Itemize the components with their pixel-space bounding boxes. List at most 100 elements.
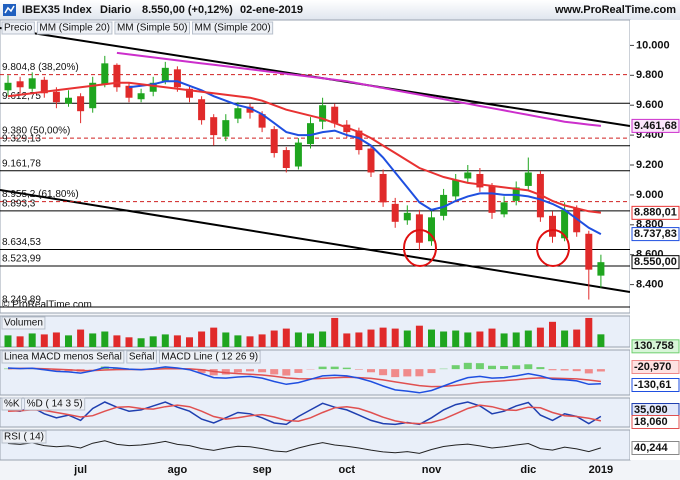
legend-box — [1, 21, 35, 35]
macd-histogram — [488, 365, 496, 370]
value-label: -20,970 — [634, 361, 671, 373]
macd-histogram — [572, 369, 581, 372]
legend-box — [24, 397, 86, 411]
value-label: 130.758 — [634, 340, 674, 352]
value-box — [631, 378, 680, 392]
volume-bar — [65, 335, 72, 347]
candle-body — [319, 105, 327, 122]
macd-histogram — [294, 369, 303, 373]
volume-bar — [319, 331, 327, 347]
y-tick-label: 10.000 — [636, 39, 670, 51]
candle-body — [391, 203, 399, 222]
legend-label: Volumen — [4, 318, 43, 329]
legend-box — [192, 21, 274, 35]
volume-bar — [101, 331, 109, 347]
price-plot: 9.804,8 (38,20%)9.612,759.380 (50,00%)9.… — [0, 27, 630, 311]
value-label: 8.880,01 — [634, 207, 677, 219]
level-label: 8.249,89 — [2, 295, 41, 306]
candle-body — [28, 78, 36, 89]
candle-body — [415, 214, 423, 243]
highlight-circle — [536, 229, 570, 267]
volume-bar — [379, 327, 387, 347]
candle-body — [258, 114, 266, 128]
x-tick-label: dic — [520, 464, 536, 476]
macd-histogram — [524, 364, 533, 370]
value-label: -130,61 — [634, 379, 671, 391]
macd-histogram — [270, 369, 279, 375]
legend-label: Linea MACD menos Señal — [4, 352, 122, 363]
volume-bar — [222, 332, 230, 347]
candle-body — [573, 208, 581, 233]
labels: 8.4008.6008.8009.0009.2009.4009.6009.800… — [1, 21, 680, 476]
volume-bar — [597, 334, 605, 347]
macd-histogram — [354, 369, 363, 370]
volume-bar — [198, 331, 206, 347]
volume-bar — [585, 317, 593, 347]
macd-histogram — [318, 366, 327, 370]
candle-body — [500, 202, 508, 215]
macd-histogram — [197, 369, 206, 373]
candle-body — [585, 233, 593, 270]
x-tick-label: jul — [73, 464, 87, 476]
y-tick-label: 9.800 — [636, 69, 664, 81]
candle-body — [561, 209, 569, 239]
candle-body — [77, 96, 85, 112]
candle-body — [440, 194, 448, 216]
volume-bar — [452, 330, 460, 347]
macd-histogram — [330, 366, 339, 370]
value-label: 9.461,68 — [634, 120, 677, 132]
candle-body — [331, 106, 339, 124]
header-date: 02-ene-2019 — [240, 4, 303, 16]
moving-average — [116, 51, 602, 127]
volume-bar — [331, 317, 339, 347]
value-box — [631, 360, 680, 374]
volume-bar — [125, 337, 133, 347]
level-label: 9.161,78 — [2, 158, 41, 169]
candle-body — [307, 123, 314, 145]
value-box — [631, 339, 680, 354]
candle-body — [428, 217, 435, 242]
macd-histogram — [258, 369, 267, 373]
candle-body — [65, 97, 72, 104]
volume-bar — [343, 333, 351, 347]
macd-histogram — [246, 369, 254, 372]
candle-body — [597, 262, 605, 276]
legend-box — [1, 430, 47, 444]
candle-body — [367, 148, 375, 173]
candle-body — [476, 173, 484, 188]
volume-bar — [89, 333, 97, 347]
candle-body — [282, 150, 290, 168]
volume-bar — [428, 329, 435, 347]
value-box — [631, 118, 680, 133]
x-tick-label: oct — [339, 464, 356, 476]
macd-histogram — [221, 369, 230, 375]
level-label: 8.523,99 — [2, 254, 41, 265]
header-icon-line — [4, 5, 15, 14]
y-tick-label: 9.000 — [636, 189, 664, 201]
y-tick-label: 8.400 — [636, 279, 664, 291]
legend-label: MM (Simple 200) — [195, 23, 271, 34]
level-label: 9.612,75 — [2, 91, 41, 102]
volume-bar — [476, 331, 484, 347]
value-label: 8.550,00 — [634, 256, 677, 268]
candle-body — [549, 215, 556, 237]
header-period: Diario — [100, 4, 131, 16]
macd-histogram — [560, 369, 569, 371]
candle-body — [149, 82, 157, 92]
level-label: 8.955,2 (61,80%) — [2, 189, 79, 200]
legend-label: Precio — [4, 23, 33, 34]
macd-histogram — [379, 369, 388, 376]
legend-box — [126, 350, 157, 364]
volume-bar — [355, 332, 363, 347]
volume-bar — [561, 330, 569, 347]
y-tick-label: 9.200 — [636, 159, 664, 171]
value-box — [631, 205, 680, 220]
y-tick-label: 9.600 — [636, 99, 664, 111]
volume-bar — [391, 328, 399, 347]
volume-bar — [258, 334, 266, 347]
value-label: 35,090 — [634, 404, 668, 416]
legend-box — [36, 21, 113, 35]
stochastic-line — [7, 404, 602, 425]
legend-label: MM (Simple 50) — [117, 23, 188, 34]
volume-bar — [367, 329, 375, 347]
